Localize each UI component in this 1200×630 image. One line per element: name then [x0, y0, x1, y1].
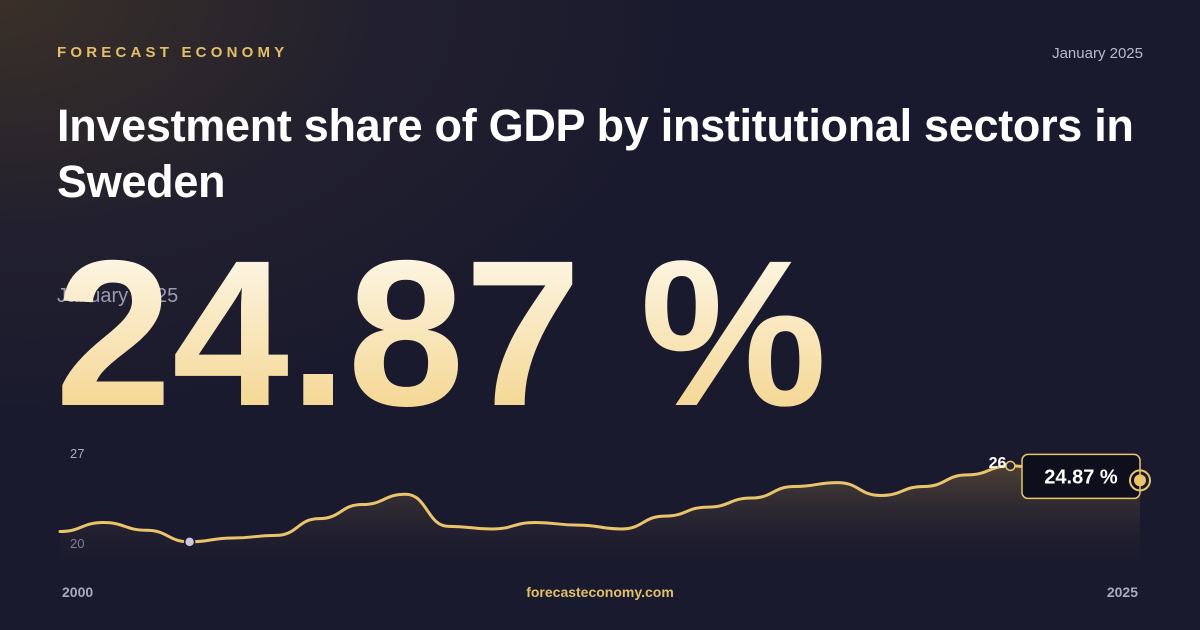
- max-marker: [1005, 460, 1016, 472]
- brand: FORECAST ECONOMY: [57, 44, 289, 61]
- end-marker: [1134, 474, 1146, 487]
- x-tick-label: 2025: [1107, 584, 1138, 600]
- end-marker-ring: [1129, 469, 1151, 492]
- chart-title: Investment share of GDP by institutional…: [57, 100, 1134, 207]
- headline-date: January 2025: [57, 285, 178, 307]
- max-label: 26: [989, 455, 1007, 472]
- min-marker: [183, 536, 196, 548]
- y-tick-label: 27: [70, 446, 84, 461]
- end-label: 24.87 %: [1044, 466, 1118, 488]
- area: [60, 465, 1140, 565]
- footer: forecasteconomy.com: [526, 584, 674, 600]
- date: January 2025: [1052, 45, 1143, 62]
- x-tick-label: 2000: [62, 584, 93, 600]
- headline-value: 24.87 %: [55, 218, 827, 450]
- line: [58, 464, 1142, 544]
